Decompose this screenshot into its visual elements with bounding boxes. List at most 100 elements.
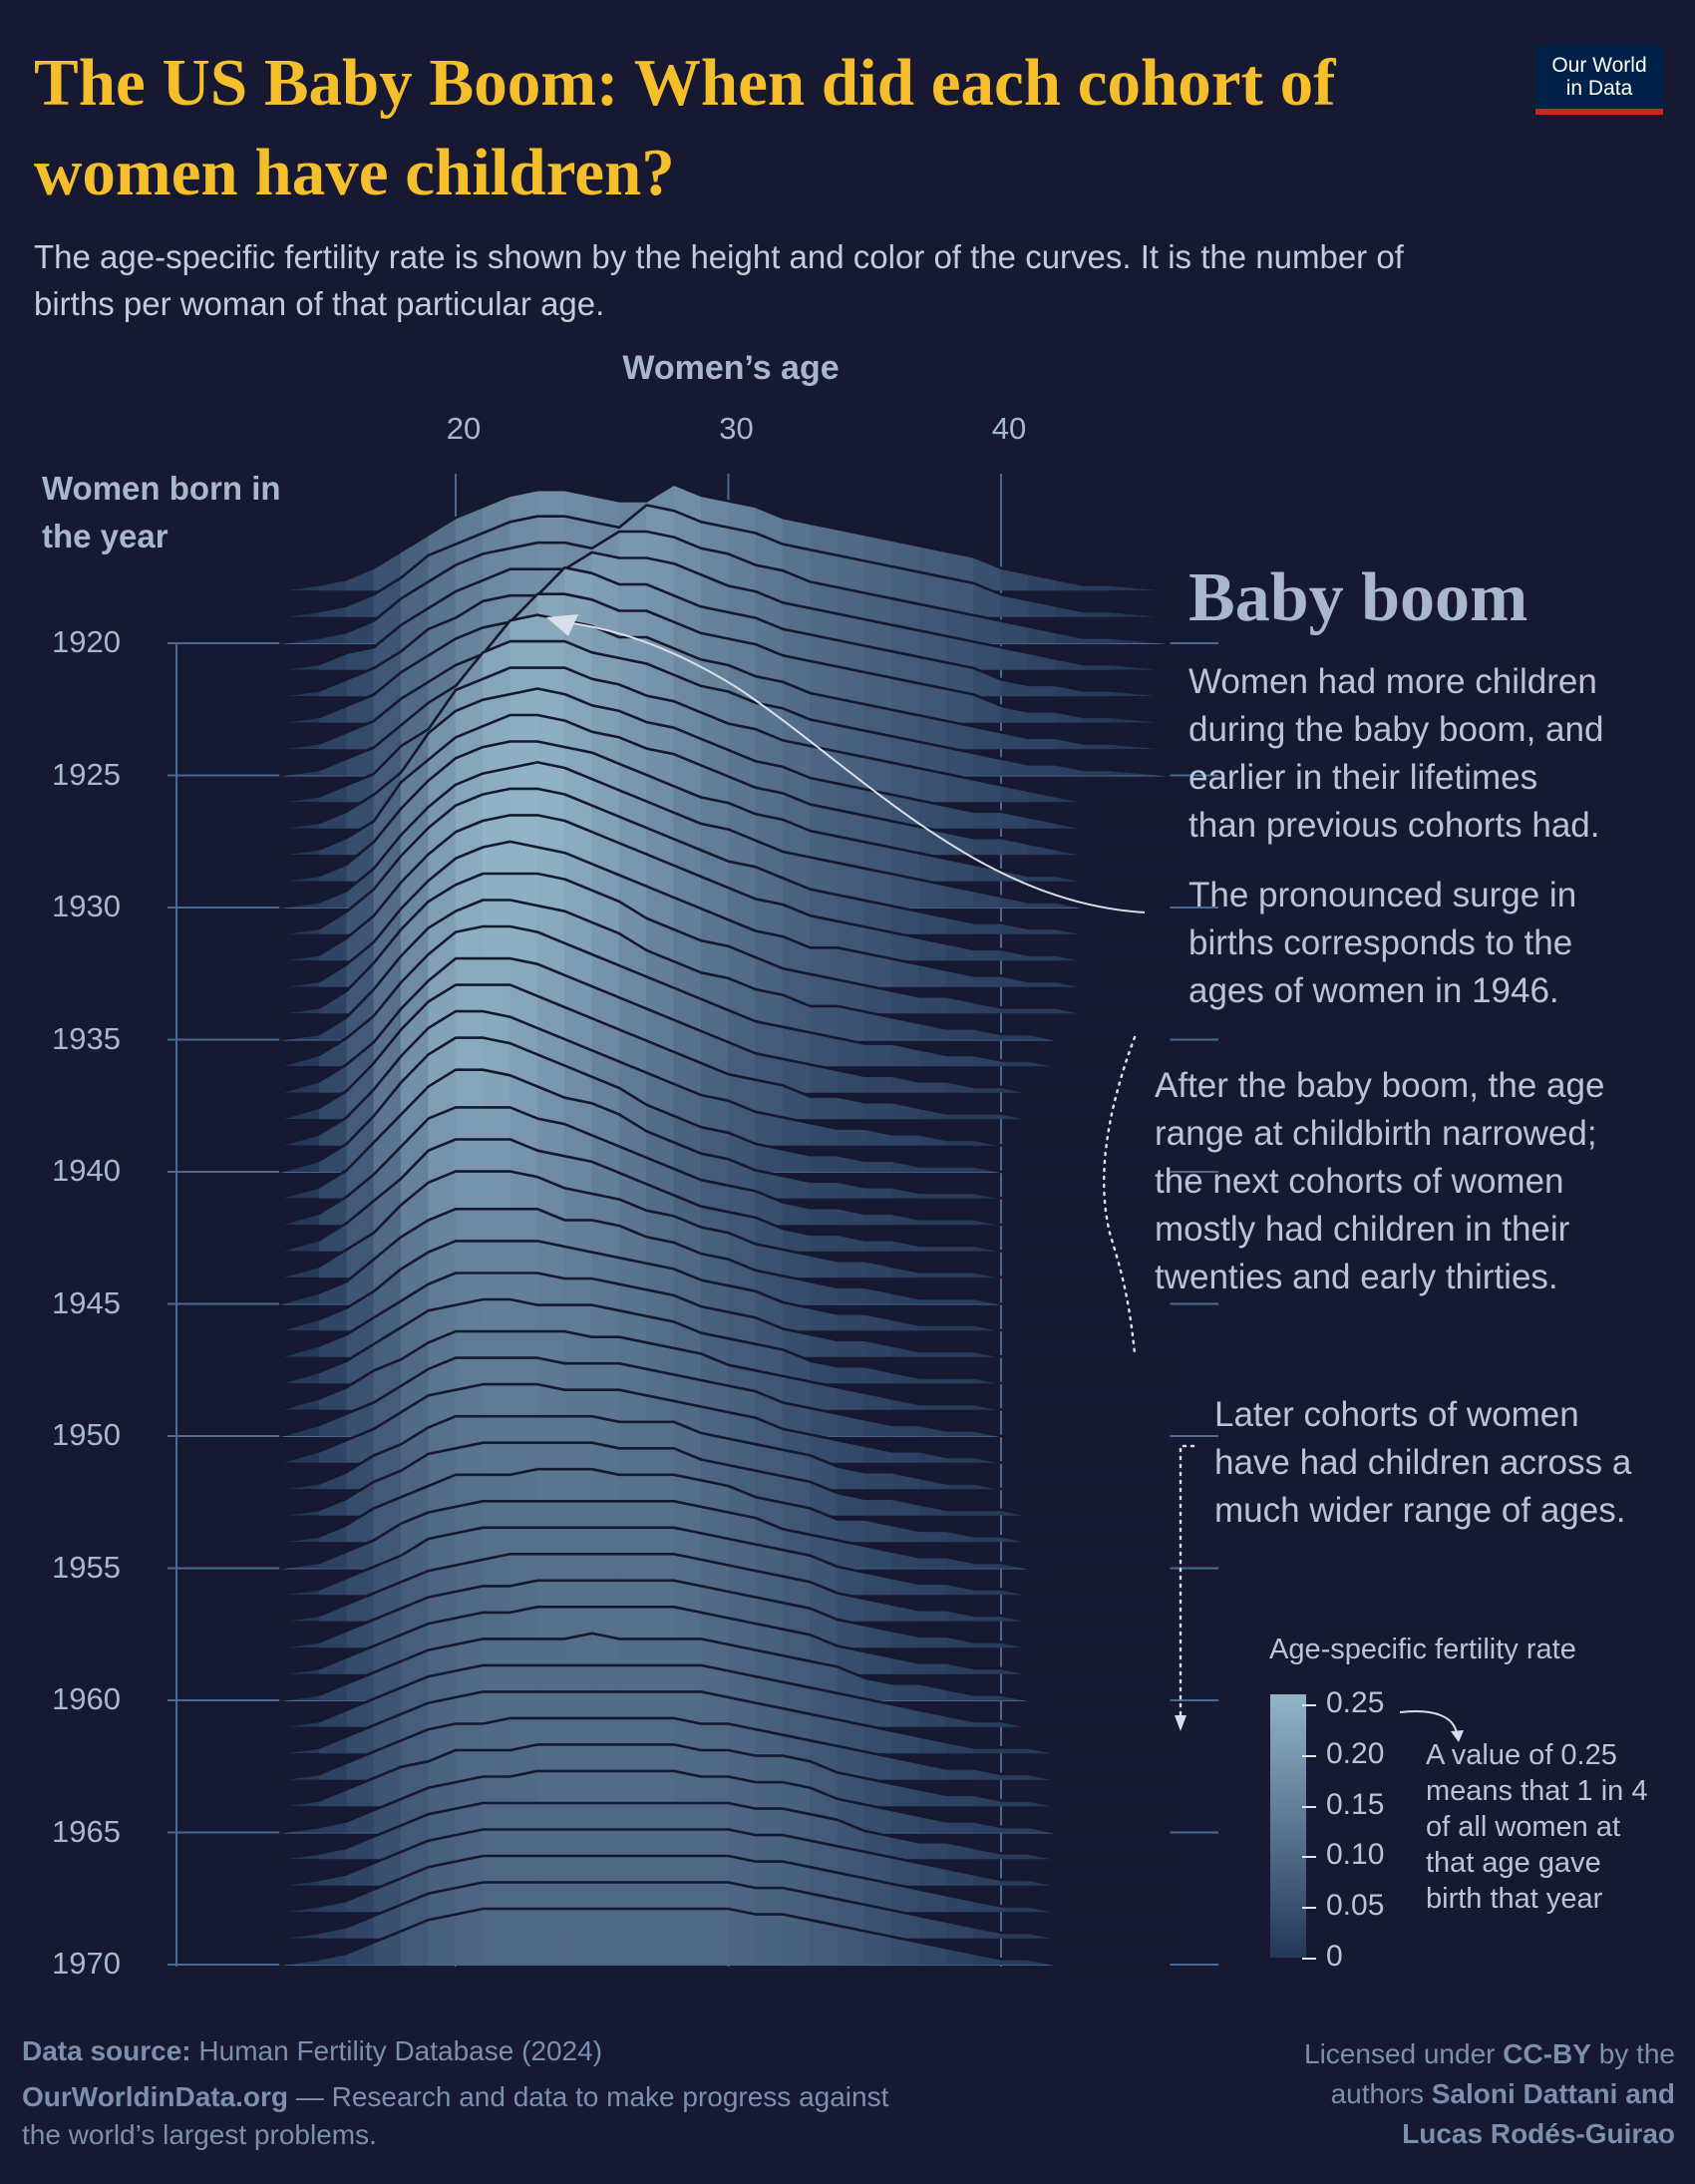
ridge-segment xyxy=(618,1908,647,1966)
ridge-line xyxy=(278,1138,1171,1253)
ridge-segment xyxy=(810,1919,839,1966)
note-line: A value of 0.25 xyxy=(1426,1739,1617,1771)
ridge-segment xyxy=(318,1307,347,1331)
ridge-segment xyxy=(837,1286,865,1304)
ridge-segment xyxy=(891,1451,920,1463)
ridge-segment xyxy=(346,620,375,644)
ridge-segment xyxy=(945,1794,974,1807)
ridge-segment xyxy=(1028,763,1056,776)
legend-tick-mark xyxy=(1302,1958,1316,1960)
legend-note-arrow xyxy=(1399,1710,1458,1734)
note-line: birth that year xyxy=(1426,1883,1603,1915)
subtitle-line-2: births per woman of that particular age. xyxy=(34,285,605,322)
ridge-segment xyxy=(918,1841,947,1860)
ridges xyxy=(278,483,1171,1967)
legend-tick-mark xyxy=(1302,1856,1316,1859)
ridge-segment xyxy=(837,1339,865,1357)
ridge-line xyxy=(279,483,1171,592)
legend-tick-mark xyxy=(1302,1754,1316,1757)
ridge-line xyxy=(279,565,1171,698)
legend-tick-label: 0.20 xyxy=(1326,1736,1385,1770)
legend-tick-mark xyxy=(1302,1704,1316,1707)
ridge-line xyxy=(279,613,1171,751)
ridge-line xyxy=(278,1272,1171,1358)
license-post: by the xyxy=(1590,2038,1675,2069)
note-line: twenties and early thirties. xyxy=(1155,1258,1558,1296)
ridge-line xyxy=(279,1500,1171,1570)
title-line-2: women have children? xyxy=(34,136,675,209)
ridge-segment xyxy=(810,1154,839,1173)
ridge-segment xyxy=(536,1908,565,1966)
ridge-line xyxy=(279,1663,1171,1728)
ridge-segment xyxy=(973,974,1002,987)
ridge-line xyxy=(279,1441,1171,1517)
note-line: After the baby boom, the age xyxy=(1155,1066,1605,1105)
ridge-line xyxy=(278,956,1171,1094)
y-tick-label: 1935 xyxy=(52,1020,121,1056)
owid-site-link[interactable]: OurWorldinData.org xyxy=(22,2081,289,2112)
ridge-segment xyxy=(318,1360,347,1384)
ridge-line xyxy=(279,740,1171,883)
ridge-segment xyxy=(863,1187,892,1199)
note-line: of all women at xyxy=(1426,1811,1621,1843)
ridge-segment xyxy=(918,995,947,1014)
note-line: Later cohorts of women xyxy=(1214,1395,1579,1434)
subtitle-line-1: The age-specific fertility rate is shown… xyxy=(34,238,1404,275)
license-link[interactable]: CC-BY xyxy=(1503,2038,1591,2069)
ridge-1918 xyxy=(279,483,1171,592)
ridge-segment xyxy=(891,1682,920,1701)
y-axis-title-text: Women born in the year xyxy=(42,470,281,554)
ridge-segment xyxy=(973,837,1002,856)
ridge-segment xyxy=(564,1908,593,1966)
note-line: than previous cohorts had. xyxy=(1188,806,1600,845)
ridge-line xyxy=(278,1356,1171,1438)
ridge-line xyxy=(278,1297,1171,1385)
ridge-segment xyxy=(318,1439,347,1463)
ridge-segment xyxy=(918,1081,947,1093)
surge-note: The pronounced surge in births correspon… xyxy=(1188,872,1576,1015)
ridge-segment xyxy=(428,1914,457,1966)
x-tick-label: 20 xyxy=(446,411,482,446)
note-line: earlier in their lifetimes xyxy=(1188,758,1538,797)
ridge-line xyxy=(279,761,1171,910)
ridge-line xyxy=(279,1881,1171,1940)
y-tick-label: 1955 xyxy=(52,1549,121,1585)
source-label: Data source: xyxy=(22,2035,191,2066)
ridge-line xyxy=(279,530,1171,645)
ridge-segment xyxy=(945,1768,974,1780)
y-tick-label: 1960 xyxy=(52,1681,121,1716)
ridge-line xyxy=(279,1606,1171,1675)
ridge-segment xyxy=(810,1234,839,1252)
ridge-line xyxy=(279,1769,1171,1834)
baby-boom-heading: Baby boom xyxy=(1188,559,1528,636)
ridge-segment xyxy=(318,1413,347,1437)
ridge-line xyxy=(279,1801,1171,1861)
note-line: means that 1 in 4 xyxy=(1426,1775,1648,1807)
ridge-segment xyxy=(837,1365,865,1384)
note-line: have had children across a xyxy=(1214,1443,1632,1482)
ridge-segment xyxy=(810,1207,839,1226)
baby-boom-arrow xyxy=(563,621,1146,913)
ridge-line xyxy=(279,1553,1171,1623)
ridge-line xyxy=(279,592,1171,724)
ridge-segment xyxy=(346,593,375,617)
ridge-line xyxy=(279,1854,1171,1914)
x-tick-label: 30 xyxy=(719,411,754,446)
ridge-segment xyxy=(646,1908,675,1966)
later-cohorts-arrowhead-icon xyxy=(1175,1715,1186,1731)
ridge-segment xyxy=(863,1101,892,1120)
logo-line-2: in Data xyxy=(1565,77,1633,100)
ridge-segment xyxy=(918,1530,947,1543)
owid-logo[interactable]: Our World in Data xyxy=(1535,45,1663,115)
legend-tick-mark xyxy=(1302,1805,1316,1808)
ridge-line xyxy=(279,1632,1171,1702)
ridge-segment xyxy=(918,1636,947,1648)
y-axis-title: Women born in the year xyxy=(42,465,291,560)
ridge-segment xyxy=(810,1096,839,1120)
x-axis-title: Women’s age xyxy=(622,349,840,387)
y-tick-label: 1930 xyxy=(52,889,121,923)
ridge-segment xyxy=(863,1240,892,1252)
ridge-1970 xyxy=(279,1907,1171,1967)
note-line: the next cohorts of women xyxy=(1155,1162,1564,1201)
